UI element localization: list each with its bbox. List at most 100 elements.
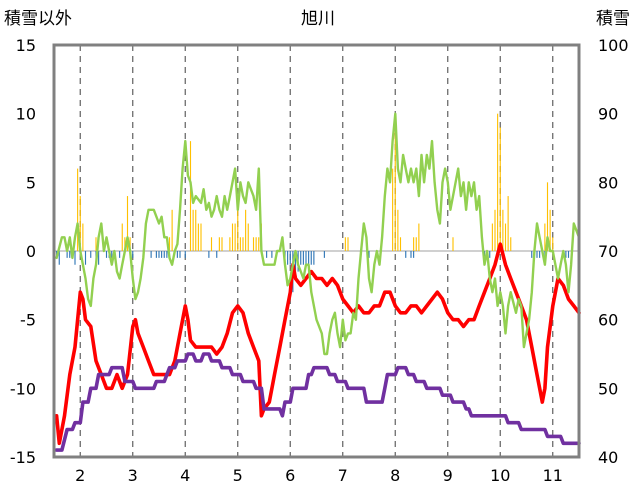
y-left-tick-label: -15 (10, 448, 36, 467)
blue-bar-52 (536, 251, 538, 258)
x-tick-label: 9 (443, 466, 453, 485)
orange-bar-42 (497, 113, 499, 252)
y-right-tick-label: 40 (598, 448, 618, 467)
y-left-tick-label: -10 (10, 379, 36, 398)
y-axis-left-label: 積雪以外 (4, 9, 72, 29)
orange-bar-47 (510, 237, 512, 251)
orange-bar-20 (234, 223, 236, 251)
y-right-tick-label: 100 (598, 36, 629, 55)
x-tick-label: 6 (285, 466, 295, 485)
blue-bar-26 (208, 251, 210, 258)
blue-bar-27 (216, 251, 218, 258)
y-right-tick-label: 70 (598, 242, 618, 261)
blue-bar-22 (166, 251, 168, 258)
orange-bar-41 (494, 209, 496, 251)
orange-bar-6 (126, 196, 129, 251)
orange-bar-16 (218, 237, 220, 251)
blue-bar-7 (90, 251, 92, 258)
purple-series-line (54, 352, 581, 452)
x-tick-label: 4 (180, 466, 190, 485)
orange-bar-27 (255, 237, 257, 251)
blue-bar-5 (74, 251, 76, 265)
y-right-tick-label: 50 (598, 379, 618, 398)
blue-bar-20 (161, 251, 163, 258)
blue-bar-18 (155, 251, 157, 258)
y-axis-right-label: 積雪 (596, 9, 630, 29)
orange-bar-5 (124, 237, 126, 251)
x-tick-label: 5 (233, 466, 243, 485)
blue-bar-34 (294, 251, 297, 279)
chart-title: 旭川 (301, 9, 335, 29)
blue-bar-50 (531, 251, 533, 258)
y-left-tick-label: 5 (26, 173, 36, 192)
orange-bar-8 (168, 237, 171, 251)
blue-bar-29 (271, 251, 273, 258)
y-right-tick-label: 90 (598, 105, 618, 124)
blue-bar-28 (266, 251, 268, 258)
orange-bar-15 (210, 237, 213, 251)
line-series (54, 112, 581, 452)
blue-bar-16 (132, 251, 134, 258)
y-right-tick-label: 80 (598, 173, 618, 192)
blue-bar-36 (300, 251, 302, 265)
blue-bar-56 (567, 251, 570, 258)
orange-bar-50 (549, 209, 551, 251)
x-tick-label: 8 (390, 466, 400, 485)
orange-bar-13 (197, 223, 199, 251)
blue-bar-31 (287, 251, 289, 265)
orange-bar-7 (129, 237, 131, 251)
orange-bar-3 (95, 237, 97, 251)
orange-bar-32 (392, 168, 394, 251)
blue-bar-38 (305, 251, 307, 265)
blue-bar-23 (176, 251, 178, 258)
blue-bar-10 (105, 251, 108, 258)
blue-bar-49 (489, 251, 491, 258)
orange-bar-33 (394, 113, 396, 252)
y-left-tick-label: 0 (26, 242, 36, 261)
orange-bar-9 (171, 209, 173, 251)
orange-bar-36 (413, 237, 415, 251)
blue-bar-46 (413, 251, 415, 258)
orange-bar-34 (397, 209, 399, 251)
blue-bar-32 (289, 251, 291, 265)
orange-bar-40 (491, 223, 493, 251)
orange-bar-10 (189, 141, 192, 251)
orange-bar-1 (79, 196, 81, 251)
orange-bar-22 (239, 237, 241, 251)
orange-bar-24 (245, 209, 247, 251)
y-left-tick-label: 15 (16, 36, 36, 55)
orange-bar-45 (504, 223, 507, 251)
x-tick-label: 7 (338, 466, 348, 485)
blue-bar-24 (179, 251, 181, 258)
blue-bar-21 (163, 251, 165, 258)
blue-bar-14 (119, 251, 121, 258)
orange-bar-17 (221, 237, 223, 251)
blue-bar-39 (308, 251, 310, 272)
orange-bar-31 (347, 237, 349, 251)
orange-bar-14 (200, 223, 202, 251)
orange-bar-19 (231, 223, 234, 251)
blue-bar-43 (368, 251, 370, 258)
orange-bar-4 (121, 223, 123, 251)
blue-bar-3 (69, 251, 71, 258)
x-tick-label: 11 (543, 466, 563, 485)
blue-bar-37 (302, 251, 304, 265)
blue-bar-44 (405, 251, 407, 258)
orange-bar-26 (252, 237, 255, 251)
blue-bar-53 (539, 251, 541, 258)
orange-bar-30 (344, 237, 346, 251)
orange-bar-43 (499, 127, 501, 251)
blue-bar-19 (158, 251, 160, 258)
orange-bar-37 (415, 237, 417, 251)
y-left-tick-label: -5 (20, 311, 36, 330)
y-right-tick-label: 60 (598, 311, 618, 330)
blue-bar-2 (66, 251, 68, 258)
x-tick-label: 3 (128, 466, 138, 485)
orange-bar-46 (507, 196, 509, 251)
orange-bar-44 (502, 209, 504, 251)
orange-bar-38 (418, 223, 420, 251)
blue-bar-45 (410, 251, 412, 258)
